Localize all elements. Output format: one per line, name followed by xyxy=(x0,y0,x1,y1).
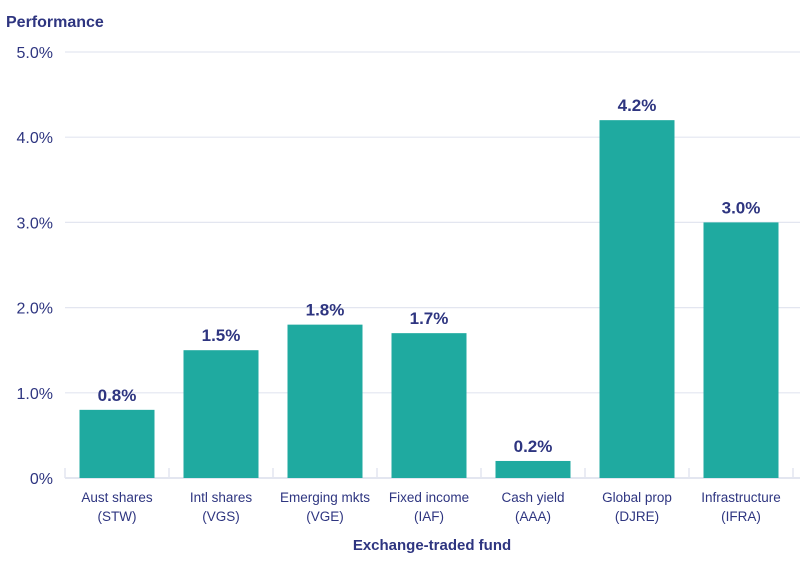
data-label: 0.2% xyxy=(514,437,553,456)
y-tick-label: 1.0% xyxy=(17,386,53,403)
bar xyxy=(183,350,259,478)
x-tick-label: (VGS) xyxy=(202,509,240,524)
chart-title: Performance xyxy=(6,14,104,31)
bar xyxy=(703,222,779,478)
data-label: 1.8% xyxy=(306,301,345,320)
x-tick-label: (IAF) xyxy=(414,509,444,524)
x-tick-label: Aust shares xyxy=(81,490,153,505)
x-tick-label: Cash yield xyxy=(501,490,564,505)
x-tick-label: (DJRE) xyxy=(615,509,659,524)
data-label: 1.5% xyxy=(202,326,241,345)
x-tick-label: Emerging mkts xyxy=(280,490,370,505)
x-axis-label: Exchange-traded fund xyxy=(353,537,511,554)
y-tick-label: 0% xyxy=(30,471,53,488)
x-tick-label: Global prop xyxy=(602,490,672,505)
x-tick-label: (AAA) xyxy=(515,509,551,524)
data-label: 3.0% xyxy=(722,198,761,217)
bar xyxy=(495,460,571,478)
x-tick-label: (STW) xyxy=(98,509,137,524)
data-label: 4.2% xyxy=(618,96,657,115)
x-tick-label: (VGE) xyxy=(306,509,344,524)
bar xyxy=(391,333,467,478)
y-tick-label: 3.0% xyxy=(17,215,53,232)
x-tick-label: Intl shares xyxy=(190,490,253,505)
bar xyxy=(287,324,363,478)
x-tick-label: Fixed income xyxy=(389,490,469,505)
y-tick-label: 2.0% xyxy=(17,301,53,318)
y-tick-label: 4.0% xyxy=(17,130,53,147)
data-label: 0.8% xyxy=(98,386,137,405)
x-tick-label: (IFRA) xyxy=(721,509,761,524)
y-tick-label: 5.0% xyxy=(17,45,53,62)
bar xyxy=(79,409,155,478)
bar xyxy=(599,120,675,478)
data-label: 1.7% xyxy=(410,309,449,328)
x-tick-label: Infrastructure xyxy=(701,490,781,505)
